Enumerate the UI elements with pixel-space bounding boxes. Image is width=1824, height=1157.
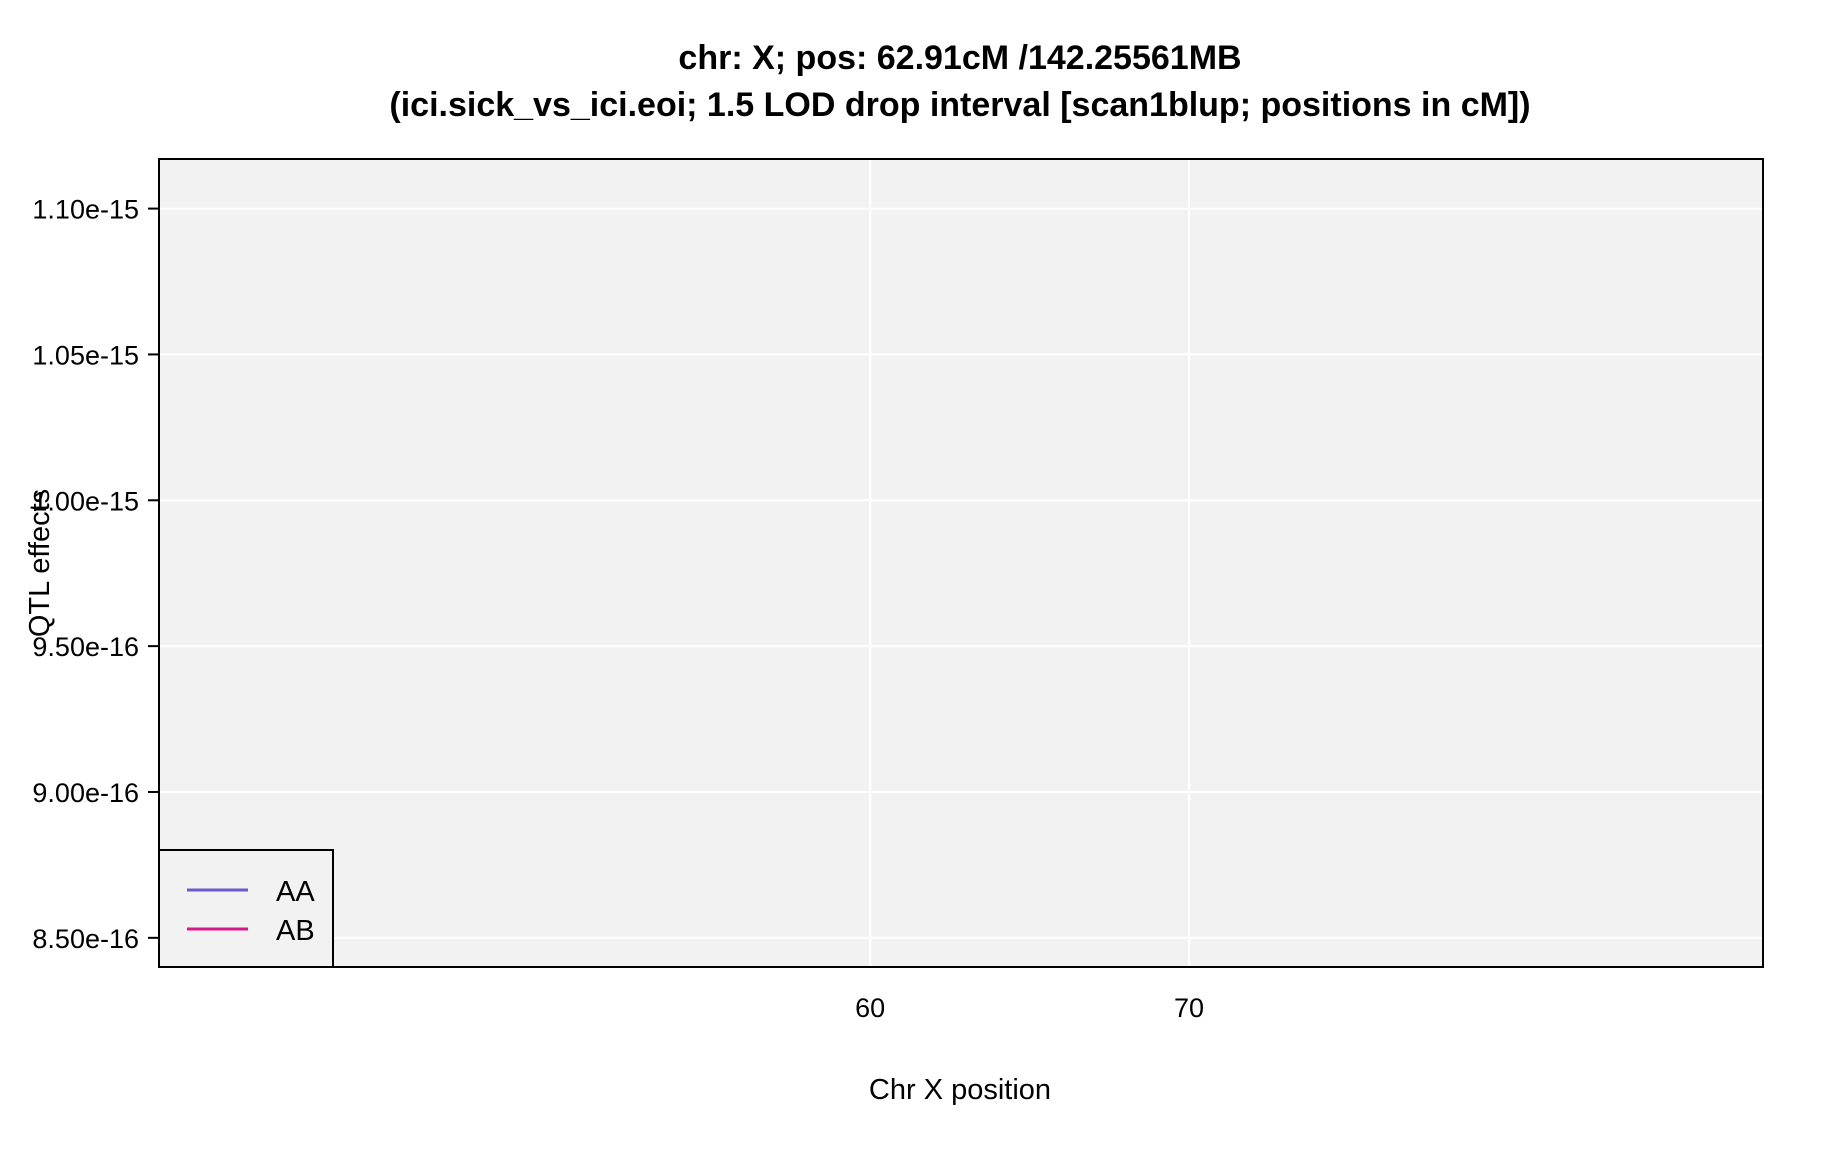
plot-frame	[158, 158, 1764, 968]
x-tick-label: 70	[1174, 993, 1204, 1023]
y-axis-ticks: 8.50e-16 9.00e-16 9.50e-16 1.00e-15 1.05e-15…	[32, 195, 159, 954]
legend-label-aa: AA	[276, 876, 315, 908]
legend: AA AB	[158, 849, 334, 968]
x-axis-label: Chr X position	[869, 1074, 1051, 1106]
y-tick-label: 1.05e-15	[32, 340, 139, 370]
legend-box	[158, 849, 334, 968]
y-tick-label: 8.50e-16	[32, 924, 139, 954]
x-axis-ticks: 60 70	[855, 993, 1204, 1023]
y-tick-label: 9.50e-16	[32, 632, 139, 662]
y-tick-label: 1.00e-15	[32, 486, 139, 516]
chart-subtitle: (ici.sick_vs_ici.eoi; 1.5 LOD drop inter…	[389, 86, 1530, 124]
plot-background	[159, 159, 1763, 967]
x-tick-label: 60	[855, 993, 885, 1023]
chart-title: chr: X; pos: 62.91cM /142.25561MB	[678, 39, 1241, 77]
grid-lines	[159, 159, 1763, 967]
y-tick-label: 1.10e-15	[32, 195, 139, 225]
y-tick-label: 9.00e-16	[32, 778, 139, 808]
legend-label-ab: AB	[276, 915, 315, 947]
y-axis-label: QTL effects	[24, 489, 56, 637]
